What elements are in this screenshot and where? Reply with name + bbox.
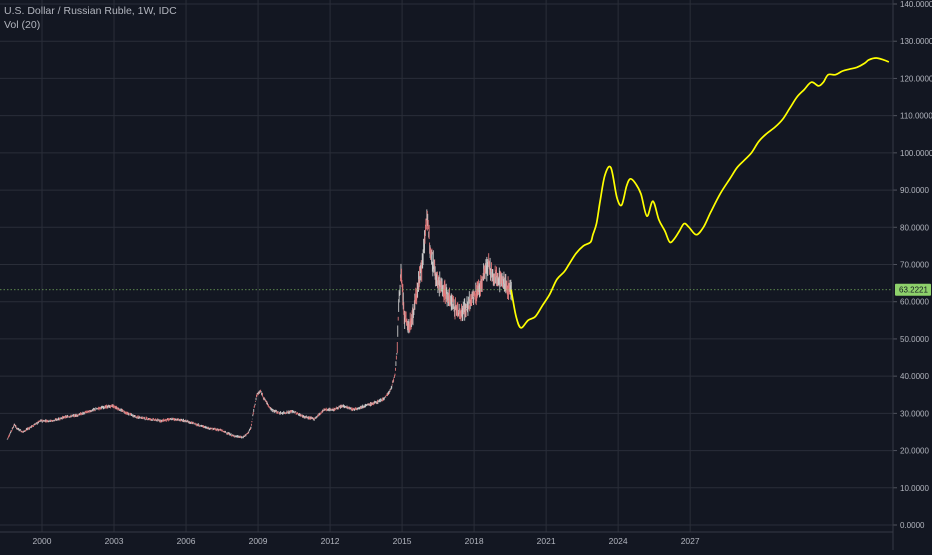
y-tick-label: 120.0000	[900, 74, 932, 83]
y-tick-label: 0.0000	[900, 521, 925, 530]
x-tick-label: 2012	[321, 536, 340, 546]
y-tick-label: 100.0000	[900, 149, 932, 158]
x-tick-label: 2003	[105, 536, 124, 546]
volume-indicator-label: Vol (20)	[4, 19, 41, 31]
y-tick-label: 130.0000	[900, 37, 932, 46]
x-tick-label: 2006	[177, 536, 196, 546]
projection-layer	[510, 57, 890, 329]
x-tick-label: 2018	[465, 536, 484, 546]
chart-title: U.S. Dollar / Russian Ruble, 1W, IDC	[4, 5, 177, 17]
x-tick-label: 2024	[609, 536, 628, 546]
grid-layer	[0, 0, 893, 532]
y-tick-label: 140.0000	[900, 0, 932, 9]
y-tick-label: 10.0000	[900, 484, 929, 493]
y-tick-label: 70.0000	[900, 261, 929, 270]
x-tick-label: 2000	[33, 536, 52, 546]
y-tick-label: 110.0000	[900, 112, 932, 121]
y-tick-label: 40.0000	[900, 372, 929, 381]
y-tick-label: 30.0000	[900, 409, 929, 418]
y-tick-label: 20.0000	[900, 447, 929, 456]
x-tick-label: 2015	[393, 536, 412, 546]
current-price-tag-label: 63.2221	[899, 286, 928, 295]
y-tick-label: 60.0000	[900, 298, 929, 307]
price-layer	[0, 209, 893, 440]
y-tick-label: 80.0000	[900, 223, 929, 232]
y-tick-label: 50.0000	[900, 335, 929, 344]
current-price-tag	[895, 283, 931, 296]
y-tick-label: 90.0000	[900, 186, 929, 195]
x-tick-label: 2009	[249, 536, 268, 546]
x-tick-label: 2021	[537, 536, 556, 546]
x-tick-label: 2027	[681, 536, 700, 546]
projection-line	[510, 57, 890, 329]
